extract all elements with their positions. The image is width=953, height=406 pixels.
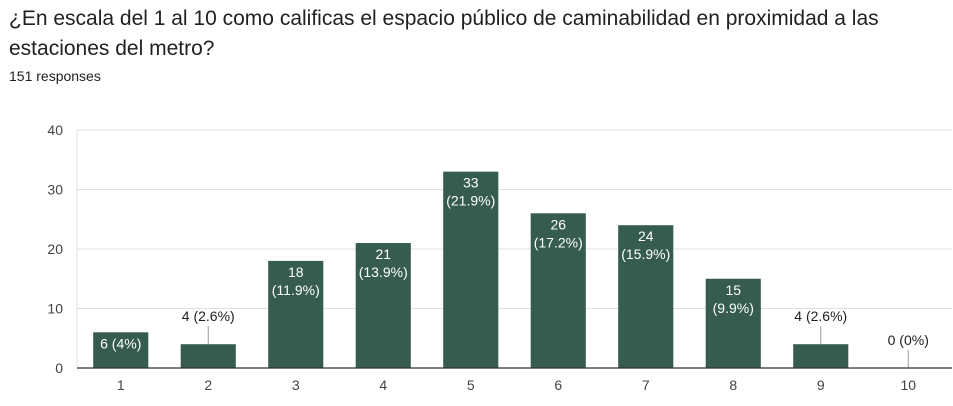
y-tick-label: 30 (47, 182, 63, 198)
data-label: 21 (13.9%) (359, 246, 408, 280)
bar-5 (443, 171, 499, 368)
bar-7 (618, 225, 674, 368)
x-tick-label: 10 (900, 377, 916, 393)
data-label: 4 (2.6%) (182, 308, 235, 324)
bar-3 (268, 260, 324, 368)
data-label: 6 (4%) (100, 335, 141, 351)
response-count: 151 responses (9, 68, 101, 84)
question-title: ¿En escala del 1 al 10 como calificas el… (9, 7, 879, 60)
x-tick-label: 6 (554, 377, 562, 393)
y-tick-label: 40 (47, 122, 63, 138)
data-label: 18 (11.9%) (272, 264, 320, 298)
axes: 0 10 20 30 40 1 2 3 4 5 6 7 8 9 10 (47, 122, 952, 393)
x-tick-label: 4 (379, 377, 387, 393)
data-label: 4 (2.6%) (794, 308, 847, 324)
bar-4 (355, 243, 411, 368)
x-tick-label: 1 (117, 377, 125, 393)
data-label: 26 (17.2%) (534, 216, 583, 250)
y-tick-label: 0 (55, 360, 63, 376)
y-tick-label: 20 (47, 241, 63, 257)
bars (93, 171, 849, 368)
x-tick-label: 9 (817, 377, 825, 393)
data-label: 0 (0%) (888, 332, 929, 348)
data-labels: 6 (4%) 4 (2.6%) 18 (11.9%) 21 (13.9%) 33 (21.9%… (100, 175, 929, 368)
data-label: 15 (9.9%) (713, 282, 754, 316)
x-tick-label: 2 (204, 377, 212, 393)
bar-6 (530, 213, 586, 368)
bar-2 (180, 344, 236, 368)
x-tick-label: 8 (729, 377, 737, 393)
bar-8 (705, 278, 761, 368)
y-tick-label: 10 (47, 301, 63, 317)
x-tick-label: 3 (292, 377, 300, 393)
data-label: 33 (21.9%) (446, 175, 495, 209)
x-tick-label: 7 (642, 377, 650, 393)
grid-lines (77, 129, 952, 309)
bar-9 (793, 344, 849, 368)
bar-1 (93, 332, 149, 368)
data-label: 24 (15.9%) (621, 228, 670, 262)
x-tick-label: 5 (467, 377, 475, 393)
